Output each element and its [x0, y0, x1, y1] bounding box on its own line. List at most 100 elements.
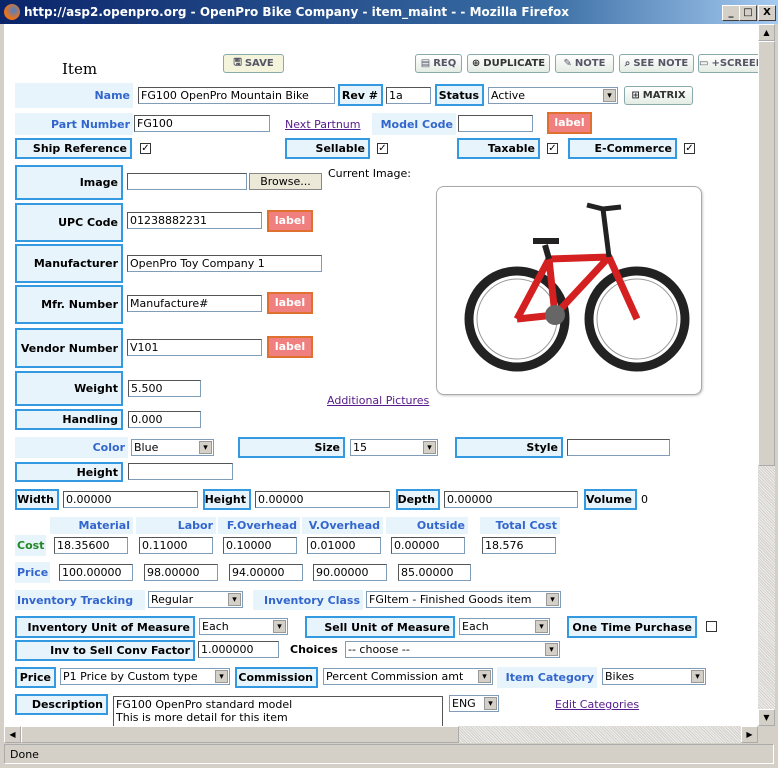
manufacturer-input[interactable]: OpenPro Toy Company 1 [127, 255, 322, 272]
item-image [436, 186, 702, 395]
part-number-input[interactable]: FG100 [134, 115, 270, 132]
f-overhead-cost-input[interactable]: 0.10000 [223, 537, 297, 554]
v-overhead-cost-input[interactable]: 0.01000 [307, 537, 381, 554]
handling-label: Handling [15, 409, 123, 430]
inventory-class-label: Inventory Class [253, 590, 363, 610]
save-icon: 🖫 [233, 57, 242, 68]
maximize-button[interactable]: □ [739, 5, 757, 21]
taxable-checkbox[interactable]: ✓ [547, 143, 558, 154]
sellable-checkbox[interactable]: ✓ [377, 143, 388, 154]
image-file-input[interactable] [127, 173, 247, 190]
price-5-input[interactable]: 85.00000 [398, 564, 471, 581]
upc-label-button[interactable]: label [267, 210, 313, 232]
f-overhead-header: F.Overhead [218, 517, 300, 534]
dimension-height-label: Height [203, 489, 251, 510]
one-time-purchase-checkbox[interactable] [706, 621, 717, 632]
note-icon: ✎ [563, 58, 572, 69]
horizontal-scroll-thumb[interactable] [21, 726, 459, 743]
inventory-tracking-label: Inventory Tracking [15, 590, 145, 610]
duplicate-button[interactable]: ⊕ DUPLICATE [467, 54, 550, 73]
model-code-input[interactable] [458, 115, 533, 132]
height-input[interactable] [128, 463, 233, 480]
weight-input[interactable]: 5.500 [128, 380, 201, 397]
rev-input[interactable]: 1a [386, 87, 431, 104]
mfr-number-input[interactable]: Manufacture# [127, 295, 262, 312]
sell-uom-select[interactable]: Each [459, 618, 550, 635]
language-select[interactable]: ENG [449, 695, 499, 712]
width-label: Width [15, 489, 59, 510]
price-2-input[interactable]: 98.00000 [144, 564, 218, 581]
matrix-button[interactable]: ⊞ MATRIX [624, 86, 693, 105]
volume-value: 0 [641, 493, 648, 506]
duplicate-label: DUPLICATE [483, 58, 546, 69]
ship-reference-checkbox[interactable]: ✓ [140, 143, 151, 154]
ecommerce-label: E-Commerce [568, 138, 677, 159]
vendor-label-button[interactable]: label [267, 336, 313, 358]
name-label: Name [15, 83, 133, 108]
price-select[interactable]: P1 Price by Custom type [60, 668, 230, 685]
vendor-number-label: Vendor Number [15, 328, 123, 368]
window-title: http://asp2.openpro.org - OpenPro Bike C… [24, 5, 569, 19]
color-select[interactable]: Blue [131, 439, 214, 456]
current-image-label: Current Image: [328, 167, 411, 180]
style-input[interactable] [567, 439, 670, 456]
material-header: Material [50, 517, 133, 534]
inventory-uom-select[interactable]: Each [199, 618, 288, 635]
price-1-input[interactable]: 100.00000 [59, 564, 133, 581]
save-button[interactable]: 🖫 SAVE [223, 54, 284, 73]
scroll-right-arrow-icon[interactable]: ▶ [741, 726, 758, 743]
vertical-scroll-thumb[interactable] [758, 41, 775, 466]
dimension-height-input[interactable]: 0.00000 [255, 491, 390, 508]
horizontal-scrollbar[interactable]: ◀ ▶ [4, 726, 758, 743]
vendor-number-input[interactable]: V101 [127, 339, 262, 356]
mfr-label-button[interactable]: label [267, 292, 313, 314]
price-3-input[interactable]: 94.00000 [229, 564, 303, 581]
status-text: Done [10, 748, 39, 761]
outside-cost-input[interactable]: 0.00000 [391, 537, 465, 554]
additional-pictures-link[interactable]: Additional Pictures [327, 394, 430, 407]
mfr-number-label: Mfr. Number [15, 285, 123, 324]
description-textarea[interactable]: FG100 OpenPro standard model This is mor… [113, 696, 443, 726]
depth-label: Depth [396, 489, 440, 510]
height-label: Height [15, 462, 123, 482]
browse-button[interactable]: Browse... [249, 173, 322, 190]
note-button[interactable]: ✎ NOTE [555, 54, 614, 73]
ecommerce-checkbox[interactable]: ✓ [684, 143, 695, 154]
req-button[interactable]: ▤ REQ [415, 54, 462, 73]
item-category-select[interactable]: Bikes [602, 668, 706, 685]
handling-input[interactable]: 0.000 [128, 411, 201, 428]
vertical-scrollbar[interactable]: ▲ ▼ [758, 24, 775, 726]
matrix-icon: ⊞ [631, 90, 640, 101]
minimize-button[interactable]: _ [722, 5, 740, 21]
close-button[interactable]: X [758, 5, 776, 21]
labor-cost-input[interactable]: 0.11000 [139, 537, 213, 554]
document-icon: ▤ [420, 58, 431, 69]
width-input[interactable]: 0.00000 [63, 491, 198, 508]
see-note-button[interactable]: ⌕ SEE NOTE [619, 54, 694, 73]
depth-input[interactable]: 0.00000 [444, 491, 578, 508]
name-input[interactable]: FG100 OpenPro Mountain Bike [138, 87, 335, 104]
scroll-down-arrow-icon[interactable]: ▼ [758, 709, 775, 726]
material-cost-input[interactable]: 18.35600 [54, 537, 128, 554]
total-cost-input[interactable]: 18.576 [482, 537, 556, 554]
price-4-input[interactable]: 90.00000 [313, 564, 387, 581]
choices-select[interactable]: -- choose -- [345, 641, 560, 658]
model-code-label-button[interactable]: label [547, 112, 592, 134]
size-select[interactable]: 15 [350, 439, 438, 456]
next-partnum-link[interactable]: Next Partnum [285, 118, 361, 131]
conv-factor-input[interactable]: 1.000000 [198, 641, 279, 658]
scroll-up-arrow-icon[interactable]: ▲ [758, 24, 775, 41]
edit-categories-link[interactable]: Edit Categories [555, 698, 640, 711]
scroll-left-arrow-icon[interactable]: ◀ [4, 726, 21, 743]
status-select[interactable]: Active [488, 87, 618, 104]
page-content: Item 🖫 SAVE ▤ REQ ⊕ DUPLICATE ✎ NOTE ⌕ SEE NO… [4, 24, 758, 726]
upc-code-input[interactable]: 01238882231 [127, 212, 262, 229]
duplicate-icon: ⊕ [471, 58, 481, 69]
inventory-class-select[interactable]: FGItem - Finished Goods item [366, 591, 561, 608]
commission-select[interactable]: Percent Commission amt [323, 668, 493, 685]
outside-header: Outside [386, 517, 468, 534]
inventory-tracking-select[interactable]: Regular [148, 591, 243, 608]
status-label: Status [435, 84, 484, 106]
